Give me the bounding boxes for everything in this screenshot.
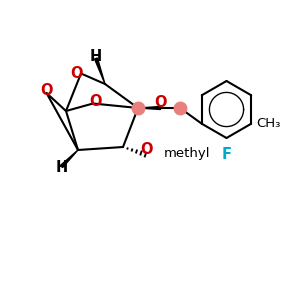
Text: H: H — [56, 160, 68, 175]
Text: O: O — [70, 66, 83, 81]
Text: O: O — [90, 94, 102, 110]
Text: O: O — [141, 142, 153, 157]
Text: CH₃: CH₃ — [256, 117, 281, 130]
Text: methyl: methyl — [164, 146, 211, 160]
Text: O: O — [154, 95, 167, 110]
Text: F: F — [221, 147, 232, 162]
Text: H: H — [90, 50, 102, 64]
Polygon shape — [94, 58, 105, 84]
Polygon shape — [138, 106, 160, 110]
Text: O: O — [40, 83, 53, 98]
Polygon shape — [60, 150, 78, 168]
